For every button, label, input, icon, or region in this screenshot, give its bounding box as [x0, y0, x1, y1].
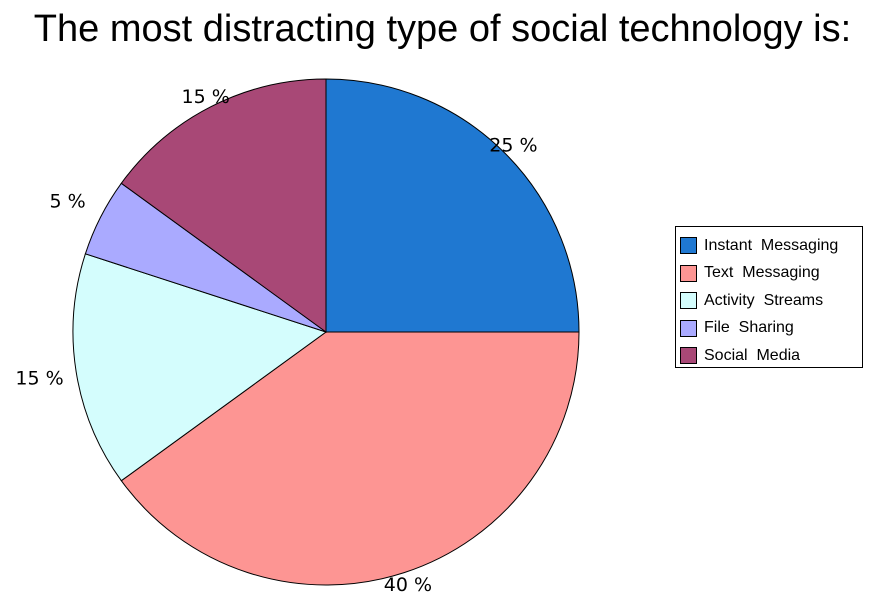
legend-label-3: File Sharing	[704, 319, 794, 337]
slice-value-label-1: 40 %	[384, 574, 432, 596]
legend-swatch-0	[680, 237, 697, 255]
slice-value-label-3: 5 %	[50, 190, 86, 212]
legend-item-4: Social Media	[680, 342, 862, 370]
legend-label-2: Activity Streams	[704, 291, 824, 309]
slice-value-label-0: 25 %	[489, 135, 537, 157]
legend-label-0: Instant Messaging	[704, 236, 839, 254]
pie-slice-0	[325, 78, 580, 333]
pie-slice-1	[120, 331, 580, 586]
legend-label-1: Text Messaging	[704, 264, 820, 282]
legend-item-3: File Sharing	[680, 315, 862, 343]
pie-slice-2	[72, 253, 328, 482]
legend-item-0: Instant Messaging	[680, 232, 862, 260]
legend-item-2: Activity Streams	[680, 287, 862, 315]
legend: Instant Messaging Text Messaging Activity …	[675, 226, 863, 368]
chart-title: The most distracting type of social tech…	[33, 8, 852, 50]
slice-value-label-4: 15 %	[182, 86, 230, 108]
legend-item-1: Text Messaging	[680, 260, 862, 288]
legend-swatch-2	[680, 292, 697, 310]
legend-swatch-3	[680, 319, 697, 337]
pie-slice-4	[120, 78, 327, 333]
slice-value-label-2: 15 %	[15, 367, 63, 389]
legend-swatch-1	[680, 264, 697, 282]
legend-label-4: Social Media	[704, 346, 801, 364]
legend-swatch-4	[680, 347, 697, 365]
